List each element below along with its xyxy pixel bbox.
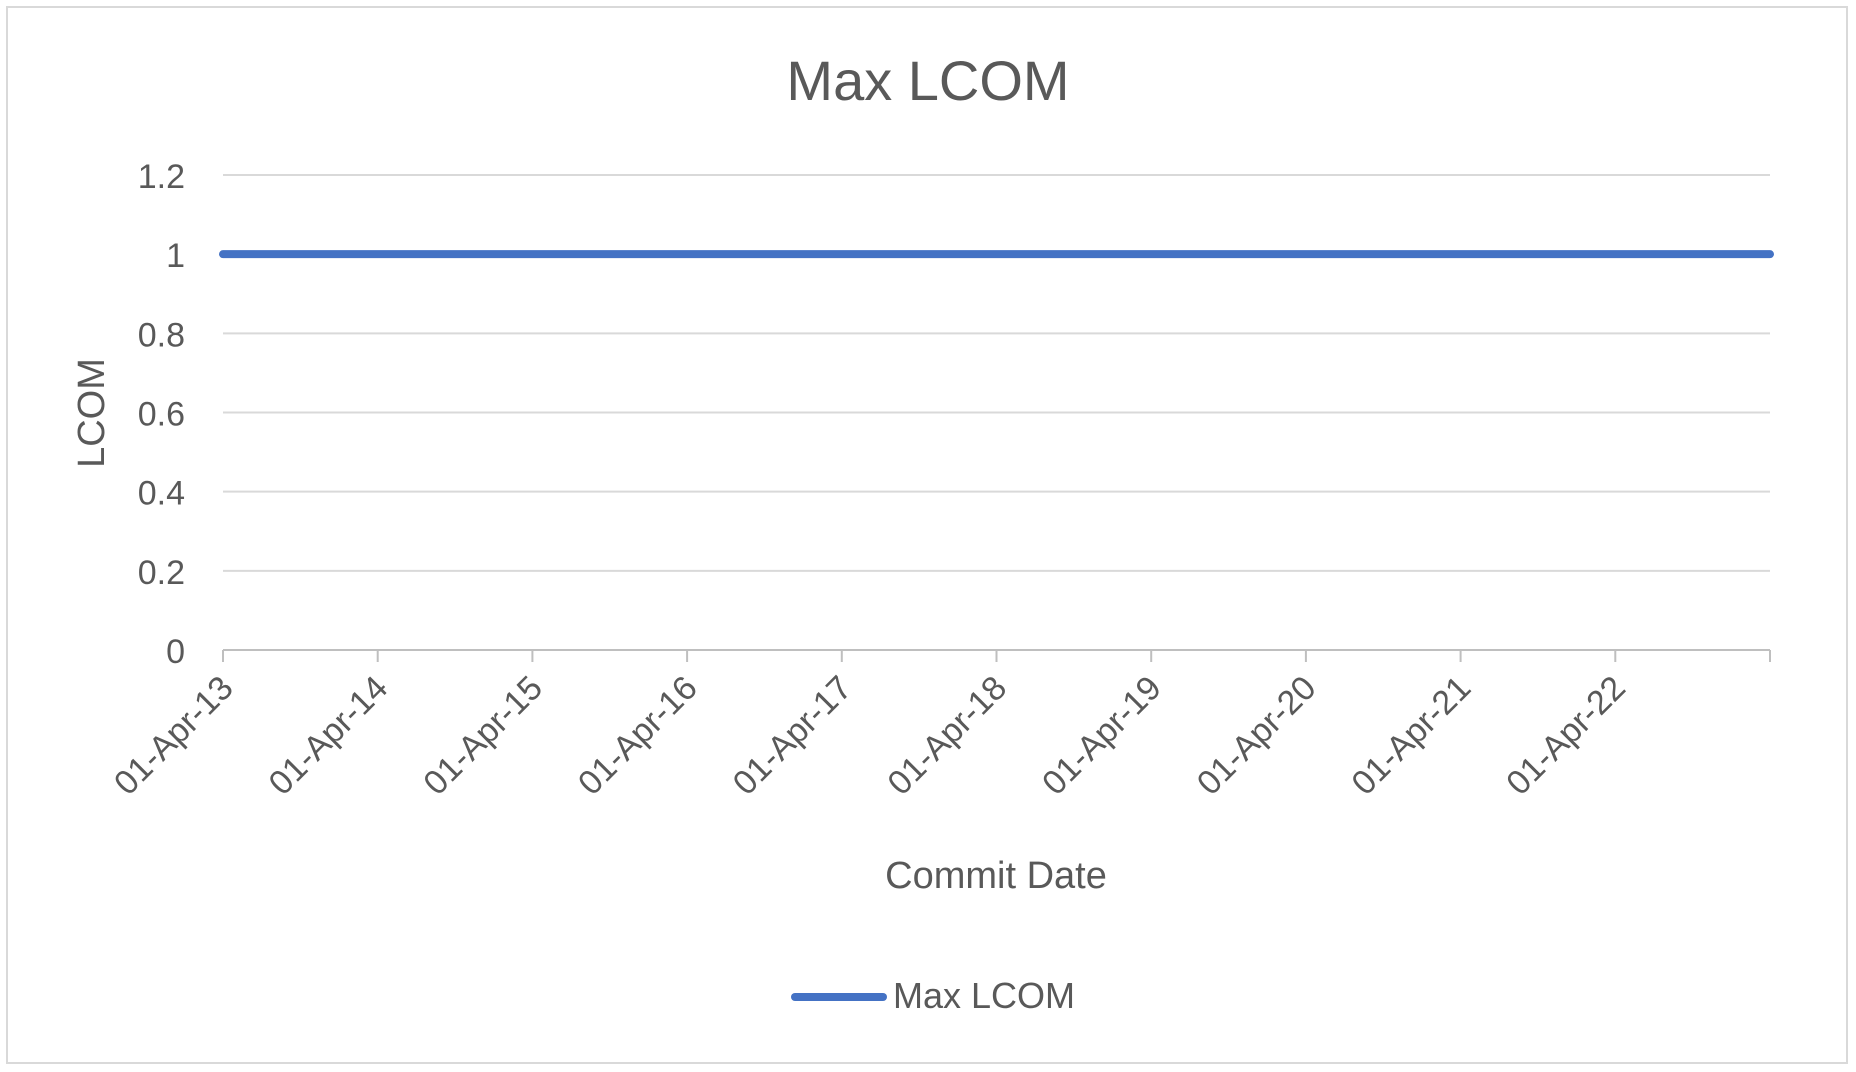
y-tick-label: 0.6 [138, 396, 185, 434]
x-tick-label: 01-Apr-21 [1344, 669, 1478, 803]
chart-frame [6, 6, 1848, 1064]
legend-label: Max LCOM [893, 975, 1075, 1016]
x-tick-label: 01-Apr-22 [1499, 669, 1633, 803]
y-tick-label: 1.2 [138, 158, 185, 196]
y-tick-label: 0.4 [138, 475, 185, 513]
x-tick-label: 01-Apr-14 [262, 669, 396, 803]
chart-title: Max LCOM [786, 49, 1069, 112]
y-tick-label: 0.2 [138, 554, 185, 592]
gridlines [223, 174, 1770, 572]
x-axis-label: Commit Date [885, 855, 1107, 897]
y-axis-label: LCOM [71, 358, 113, 468]
y-tick-label: 1 [166, 237, 185, 275]
x-tick-label: 01-Apr-19 [1035, 669, 1169, 803]
y-axis-ticks: 0 0.2 0.4 0.6 0.8 1 1.2 [138, 158, 185, 671]
legend: Max LCOM [791, 975, 1075, 1016]
x-tick-label: 01-Apr-13 [107, 669, 241, 803]
x-axis: 01-Apr-13 01-Apr-14 01-Apr-15 01-Apr-16 01-A… [107, 649, 1771, 803]
x-tick-label: 01-Apr-15 [416, 669, 550, 803]
x-tick-label: 01-Apr-16 [571, 669, 705, 803]
y-tick-label: 0 [166, 633, 185, 671]
x-tick-label: 01-Apr-17 [726, 669, 860, 803]
y-tick-label: 0.8 [138, 316, 185, 354]
x-tick-label: 01-Apr-20 [1190, 669, 1324, 803]
x-tick-label: 01-Apr-18 [880, 669, 1014, 803]
